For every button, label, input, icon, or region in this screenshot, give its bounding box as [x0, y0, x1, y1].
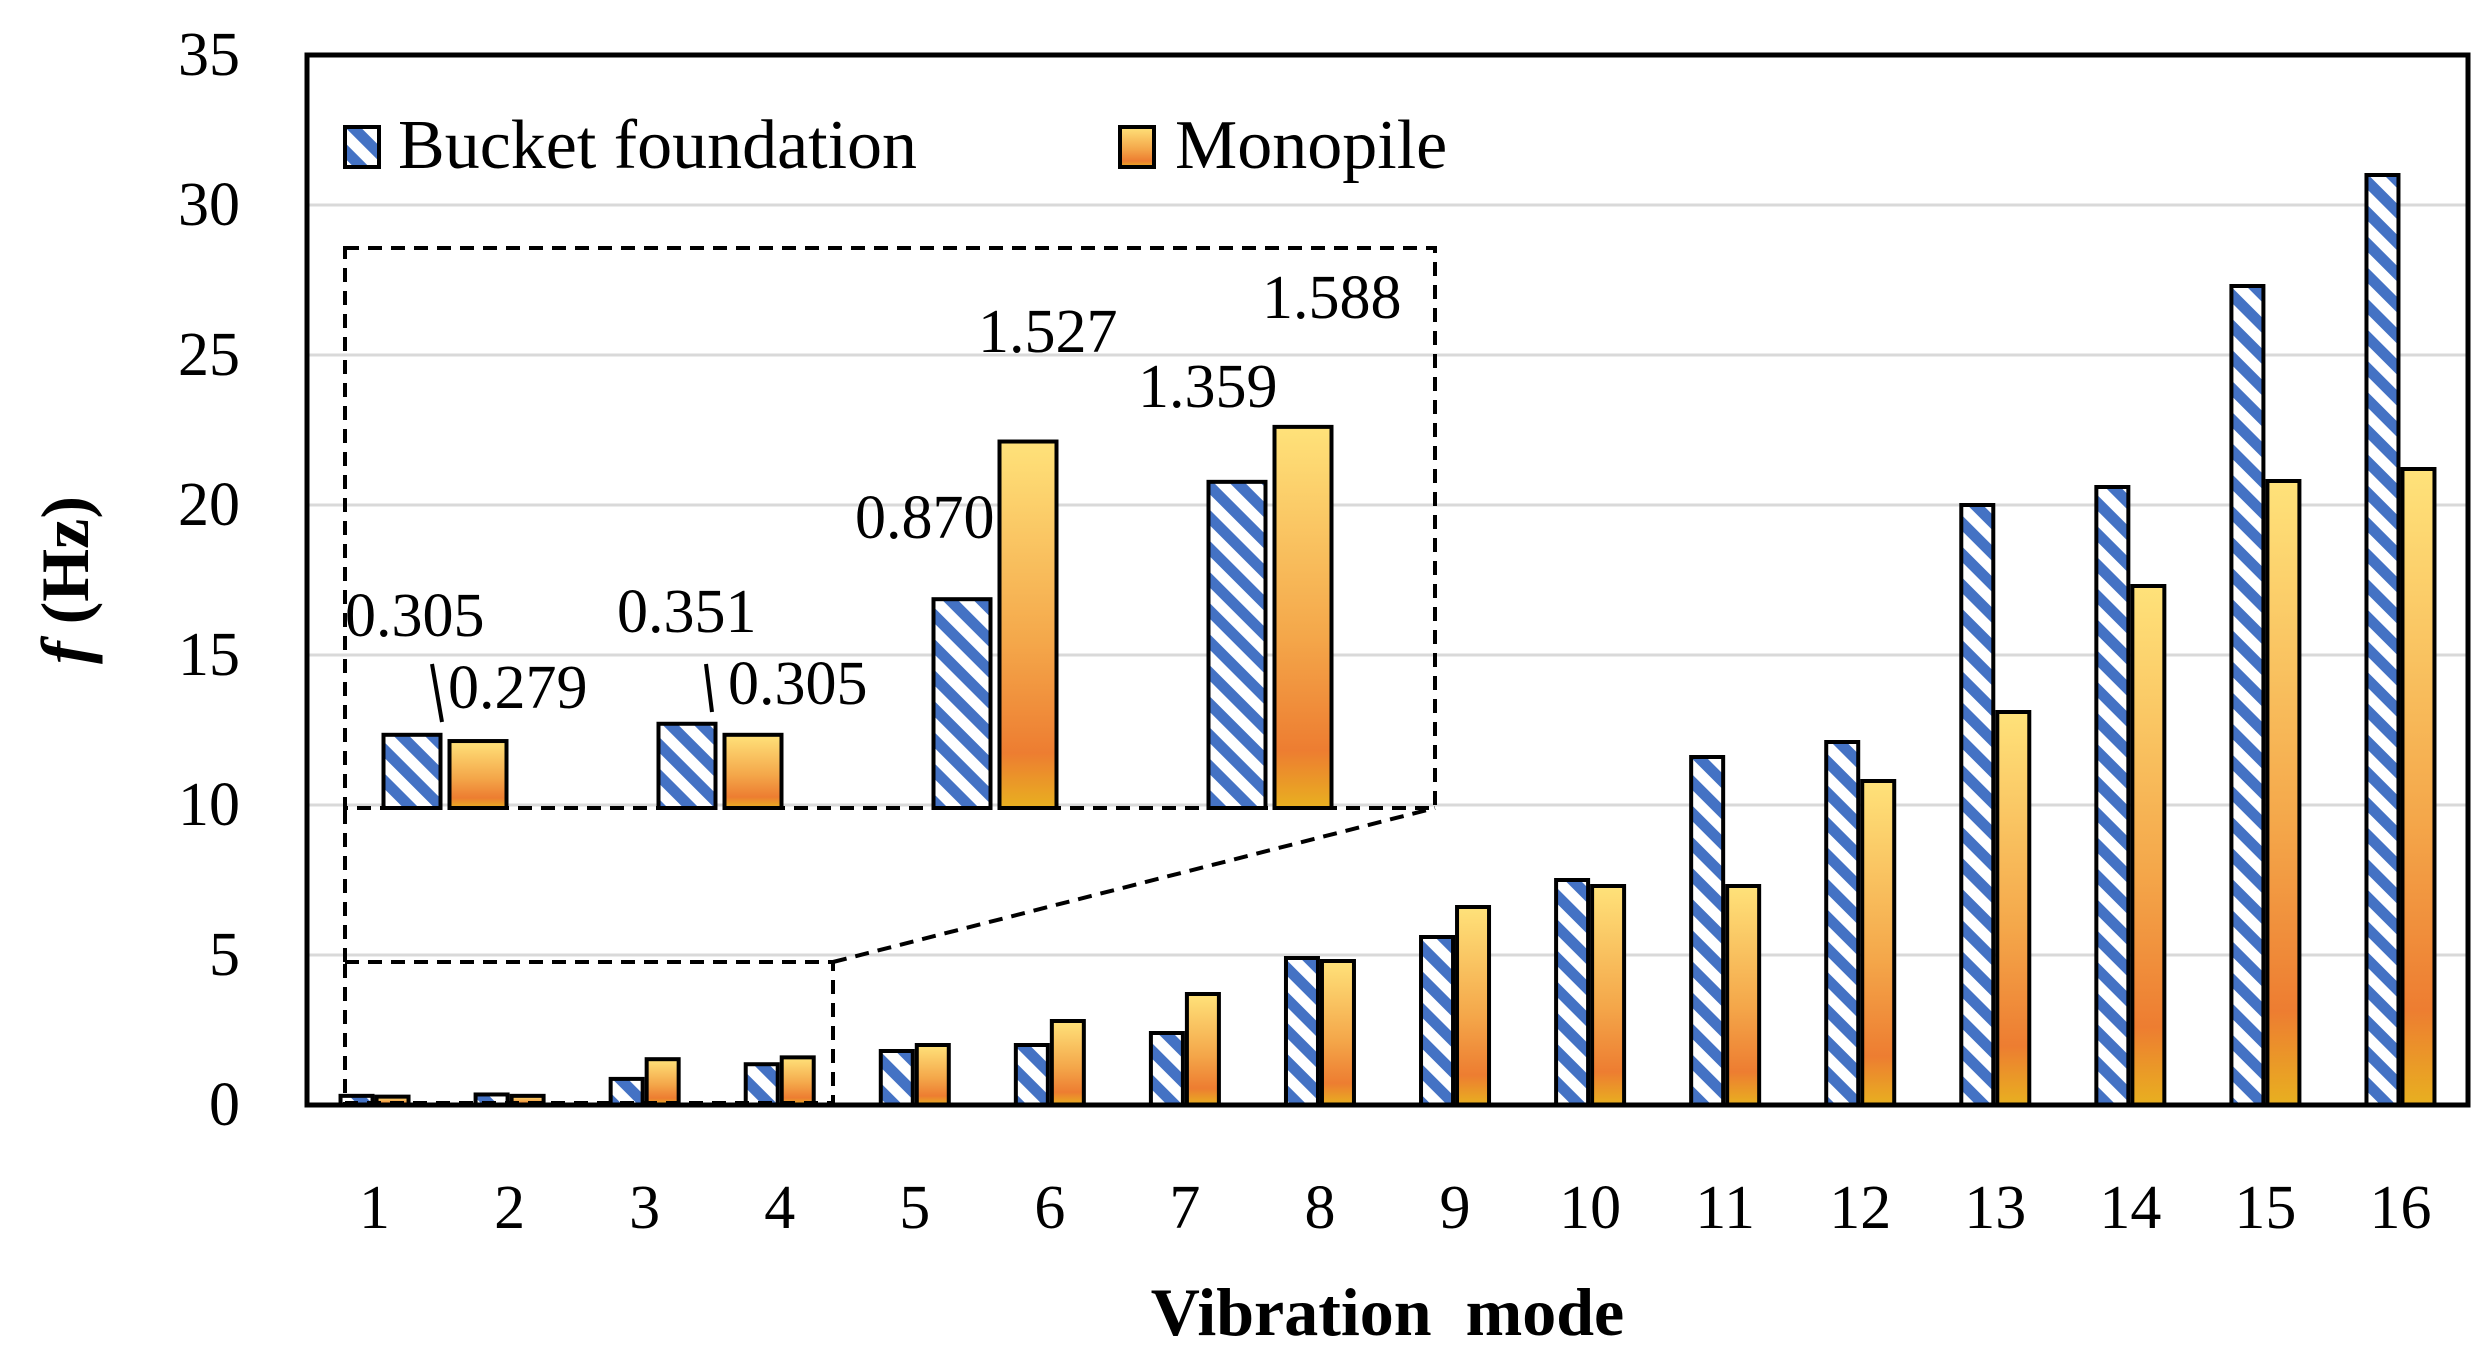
- legend-swatch-bucket: [343, 125, 381, 169]
- bar-monopile: [644, 1057, 681, 1107]
- inset-frame: [343, 246, 1437, 810]
- bar-monopile: [2130, 584, 2167, 1107]
- bar-monopile: [1860, 779, 1897, 1107]
- x-tick-label: 1: [359, 1174, 390, 1242]
- bar-bucket-foundation: [1824, 740, 1861, 1107]
- bar-bucket-foundation: [1419, 935, 1456, 1107]
- bar-monopile: [1590, 884, 1627, 1107]
- y-tick-label: 0: [209, 1071, 240, 1139]
- x-tick-label: 8: [1304, 1174, 1335, 1242]
- inset-bar-bucket-foundation: [931, 597, 993, 811]
- bar-monopile: [914, 1043, 951, 1107]
- inset-source-box: [343, 960, 835, 1105]
- bar-bucket-foundation: [1013, 1043, 1050, 1107]
- bar-bucket-foundation: [1959, 503, 1996, 1107]
- inset-bar-bucket-foundation: [1206, 479, 1268, 810]
- x-tick-label: 4: [764, 1174, 795, 1242]
- inset-bar-monopile: [997, 439, 1059, 810]
- x-tick-label: 5: [899, 1174, 930, 1242]
- inset-bar-monopile: [722, 732, 784, 810]
- x-tick-label: 11: [1695, 1174, 1755, 1242]
- x-axis-ticks: 1 2 3 4 5 6 7 8 9 10 11 12 13 14 15 16: [359, 1174, 2431, 1242]
- bar-bucket-foundation: [2094, 485, 2131, 1107]
- bar-monopile: [1319, 959, 1356, 1107]
- inset-leader-line: [704, 663, 714, 713]
- x-axis-title: Vibration mode: [1151, 1274, 1624, 1350]
- bar-bucket-foundation: [2364, 173, 2401, 1107]
- inset-data-label: 0.305: [728, 650, 868, 718]
- x-tick-label: 12: [1829, 1174, 1891, 1242]
- x-tick-label: 7: [1169, 1174, 1200, 1242]
- inset-data-label: 0.351: [617, 578, 757, 646]
- inset-bar-monopile: [447, 739, 509, 810]
- inset-data-label: 1.527: [978, 298, 1118, 366]
- x-tick-label: 13: [1964, 1174, 2026, 1242]
- bars: [338, 173, 2437, 1108]
- bar-bucket-foundation: [2229, 284, 2266, 1107]
- x-tick-label: 9: [1440, 1174, 1471, 1242]
- bar-monopile: [1049, 1019, 1086, 1107]
- y-tick-label: 5: [209, 921, 240, 989]
- bar-monopile: [779, 1055, 816, 1107]
- inset-data-label: 1.588: [1262, 264, 1402, 332]
- inset-data-label: 0.305: [345, 582, 485, 650]
- y-tick-label: 15: [178, 621, 240, 689]
- bar-bucket-foundation: [1689, 755, 1726, 1107]
- inset-leader-line: [430, 663, 444, 723]
- bar-monopile: [2400, 467, 2437, 1107]
- inset-connector-right: [832, 806, 1436, 964]
- bar-bucket-foundation: [743, 1062, 780, 1107]
- bar-monopile: [1995, 710, 2032, 1107]
- x-tick-label: 10: [1559, 1174, 1621, 1242]
- inset-data-label: 0.279: [448, 654, 588, 722]
- y-axis-ticks: 0 5 10 15 20 25 30 35: [178, 21, 240, 1139]
- x-tick-label: 16: [2369, 1174, 2431, 1242]
- inset-bar-bucket-foundation: [381, 732, 443, 810]
- y-tick-label: 35: [178, 21, 240, 89]
- y-axis-title: f (Hz): [27, 496, 103, 664]
- plot-area-border: [304, 52, 2471, 1108]
- inset-bar-bucket-foundation: [656, 721, 718, 811]
- x-tick-label: 14: [2099, 1174, 2161, 1242]
- bar-monopile: [1455, 905, 1492, 1107]
- inset-bar-monopile: [1272, 424, 1334, 810]
- legend-label-bucket: Bucket foundation: [398, 107, 917, 184]
- bar-monopile: [1184, 992, 1221, 1107]
- legend-swatch-monopile: [1118, 125, 1156, 169]
- bar-bucket-foundation: [608, 1076, 645, 1108]
- bar-monopile: [1725, 884, 1762, 1107]
- bar-bucket-foundation: [1554, 878, 1591, 1107]
- bar-bucket-foundation: [1283, 956, 1320, 1107]
- bar-bucket-foundation: [1148, 1031, 1185, 1107]
- y-tick-label: 25: [178, 321, 240, 389]
- y-tick-label: 20: [178, 471, 240, 539]
- y-tick-label: 10: [178, 771, 240, 839]
- bar-bucket-foundation: [878, 1049, 915, 1107]
- x-tick-label: 15: [2234, 1174, 2296, 1242]
- inset-data-label: 0.870: [855, 484, 995, 552]
- bar-monopile: [2265, 479, 2302, 1107]
- inset-data-label: 1.359: [1138, 353, 1278, 421]
- legend: Bucket foundation Monopile: [343, 107, 1447, 184]
- x-tick-label: 2: [494, 1174, 525, 1242]
- legend-label-monopile: Monopile: [1175, 107, 1447, 184]
- x-tick-label: 3: [629, 1174, 660, 1242]
- x-tick-label: 6: [1034, 1174, 1065, 1242]
- y-tick-label: 30: [178, 171, 240, 239]
